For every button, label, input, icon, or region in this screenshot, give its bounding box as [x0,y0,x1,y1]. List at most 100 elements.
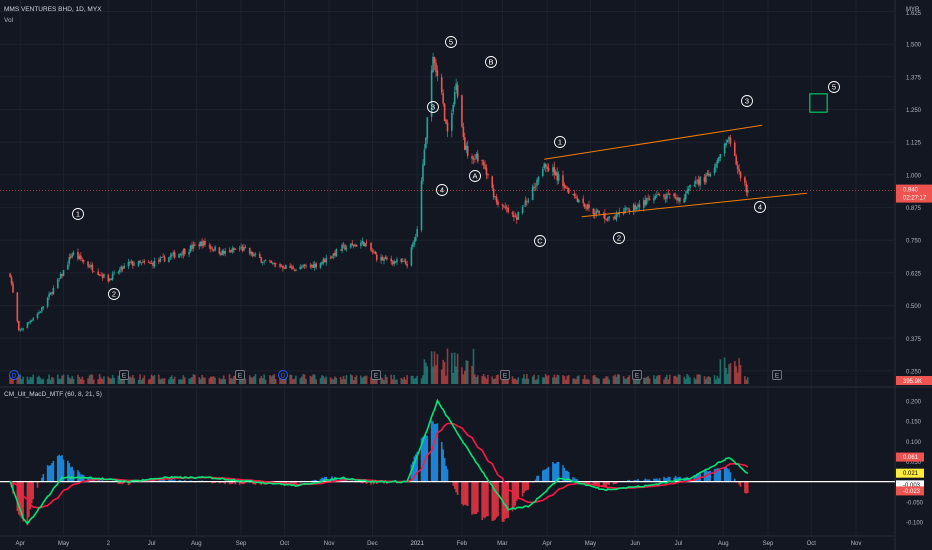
dividend-marker[interactable]: D [278,370,288,380]
macd-histogram-bar [485,481,488,517]
candle-body [139,260,141,263]
volume-bar [153,375,156,384]
macd-histogram-bar [729,472,732,482]
channel-upper-line[interactable] [544,124,763,160]
candle-body [656,195,658,196]
candle-body [374,251,377,255]
wave-label-1[interactable]: 1 [72,208,84,220]
wave-label-4[interactable]: 4 [436,184,448,196]
volume-bar [88,375,91,384]
candle-body [674,196,677,198]
time-axis-label: Nov [851,541,862,547]
volume-bar [28,379,30,384]
earnings-marker[interactable]: E [235,370,245,380]
volume-bar [90,374,92,384]
volume-bar [61,375,63,384]
macd-histogram-bar [416,451,418,482]
candle-body [20,329,23,331]
wave-label-text: 4 [758,203,762,212]
candle-body [72,252,75,255]
macd-histogram-bar [443,457,446,482]
wave-label-circle [469,170,481,182]
wave-label-3[interactable]: 3 [427,101,439,113]
candle-body [679,197,681,202]
volume-bar [606,376,609,384]
macd-histogram-bar [414,454,417,482]
volume-bar [602,378,605,384]
macd-histogram-bar [608,481,610,486]
wave-label-2[interactable]: 2 [108,288,120,300]
earnings-marker[interactable]: E [632,370,642,380]
candle-body [501,204,504,206]
wave-label-A[interactable]: A [469,170,481,182]
wave-label-1[interactable]: 1 [554,136,566,148]
marker-shape [500,370,510,380]
target-box[interactable] [809,93,828,113]
macd-histogram-bar [484,481,486,519]
earnings-marker[interactable]: E [772,370,782,380]
volume-bar [108,378,111,384]
macd-scale[interactable]: 0.200 0.150 0.100 0.050 -0.050 -0.100 0.061 0.0… [896,400,924,527]
macd-histogram-bar [452,481,455,486]
wave-label-B[interactable]: B [485,56,497,68]
volume-bar [628,375,631,384]
earnings-marker[interactable]: E [371,370,381,380]
wave-label-circle [534,235,546,247]
wave-label-2[interactable]: 2 [613,232,625,244]
volume-bar [703,376,706,384]
dividend-marker[interactable]: D [9,370,19,380]
candle-body [477,153,479,162]
volume-bar [77,374,79,384]
earnings-marker[interactable]: E [119,370,129,380]
macd-histogram-bar [656,478,658,482]
macd-histogram-bar [230,481,232,485]
volume-bar [430,351,433,384]
channel-lower-line[interactable] [581,192,807,218]
volume-bar [446,348,449,384]
wave-label-3[interactable]: 3 [741,95,753,107]
candle-body [527,200,530,202]
candle-body [588,204,590,209]
candle-body [381,257,384,261]
macd-histogram-bar [30,481,33,504]
volume-bar [648,378,651,384]
candle-body [494,196,496,198]
volume-bar [596,377,599,384]
macd-histogram-bar [527,481,530,490]
candle-body [465,145,468,151]
volume-bar [364,375,367,384]
candle-body [59,274,62,279]
volume-bar [16,377,19,384]
candle-body [615,213,618,220]
wave-label-5[interactable]: 5 [828,81,840,93]
volume-bar [68,377,71,384]
wave-label-4[interactable]: 4 [754,201,766,213]
candle-body [69,256,72,258]
candle-body [475,154,478,159]
candle-body [202,241,205,246]
earnings-marker[interactable]: E [500,370,510,380]
volume-bar [143,375,146,384]
volume-bar [598,378,600,384]
macd-tick: 0.200 [906,400,922,406]
currency-label: MYR [906,7,920,13]
time-axis[interactable]: Apr May 2 Jul Aug Sep Oct Nov Dec 2021 Feb Mar Apr Ma… [16,541,862,547]
candle-body [222,250,225,254]
candle-body [87,261,89,267]
candle-body [48,294,50,298]
macd-histogram-bar [492,481,495,521]
candle-body [533,187,535,188]
macd-histogram-bar [67,460,69,482]
macd-histogram-bar [726,468,729,482]
macd-badge-value: 0.061 [903,455,919,461]
macd-histogram-bar [423,435,426,482]
wave-label-circle [554,136,566,148]
wave-label-C[interactable]: C [534,235,546,247]
volume-bar [170,375,173,384]
macd-histogram-bar [46,465,49,482]
wave-label-5[interactable]: 5 [445,36,457,48]
volume-bar [495,375,498,384]
macd-histogram-bar [433,424,436,482]
